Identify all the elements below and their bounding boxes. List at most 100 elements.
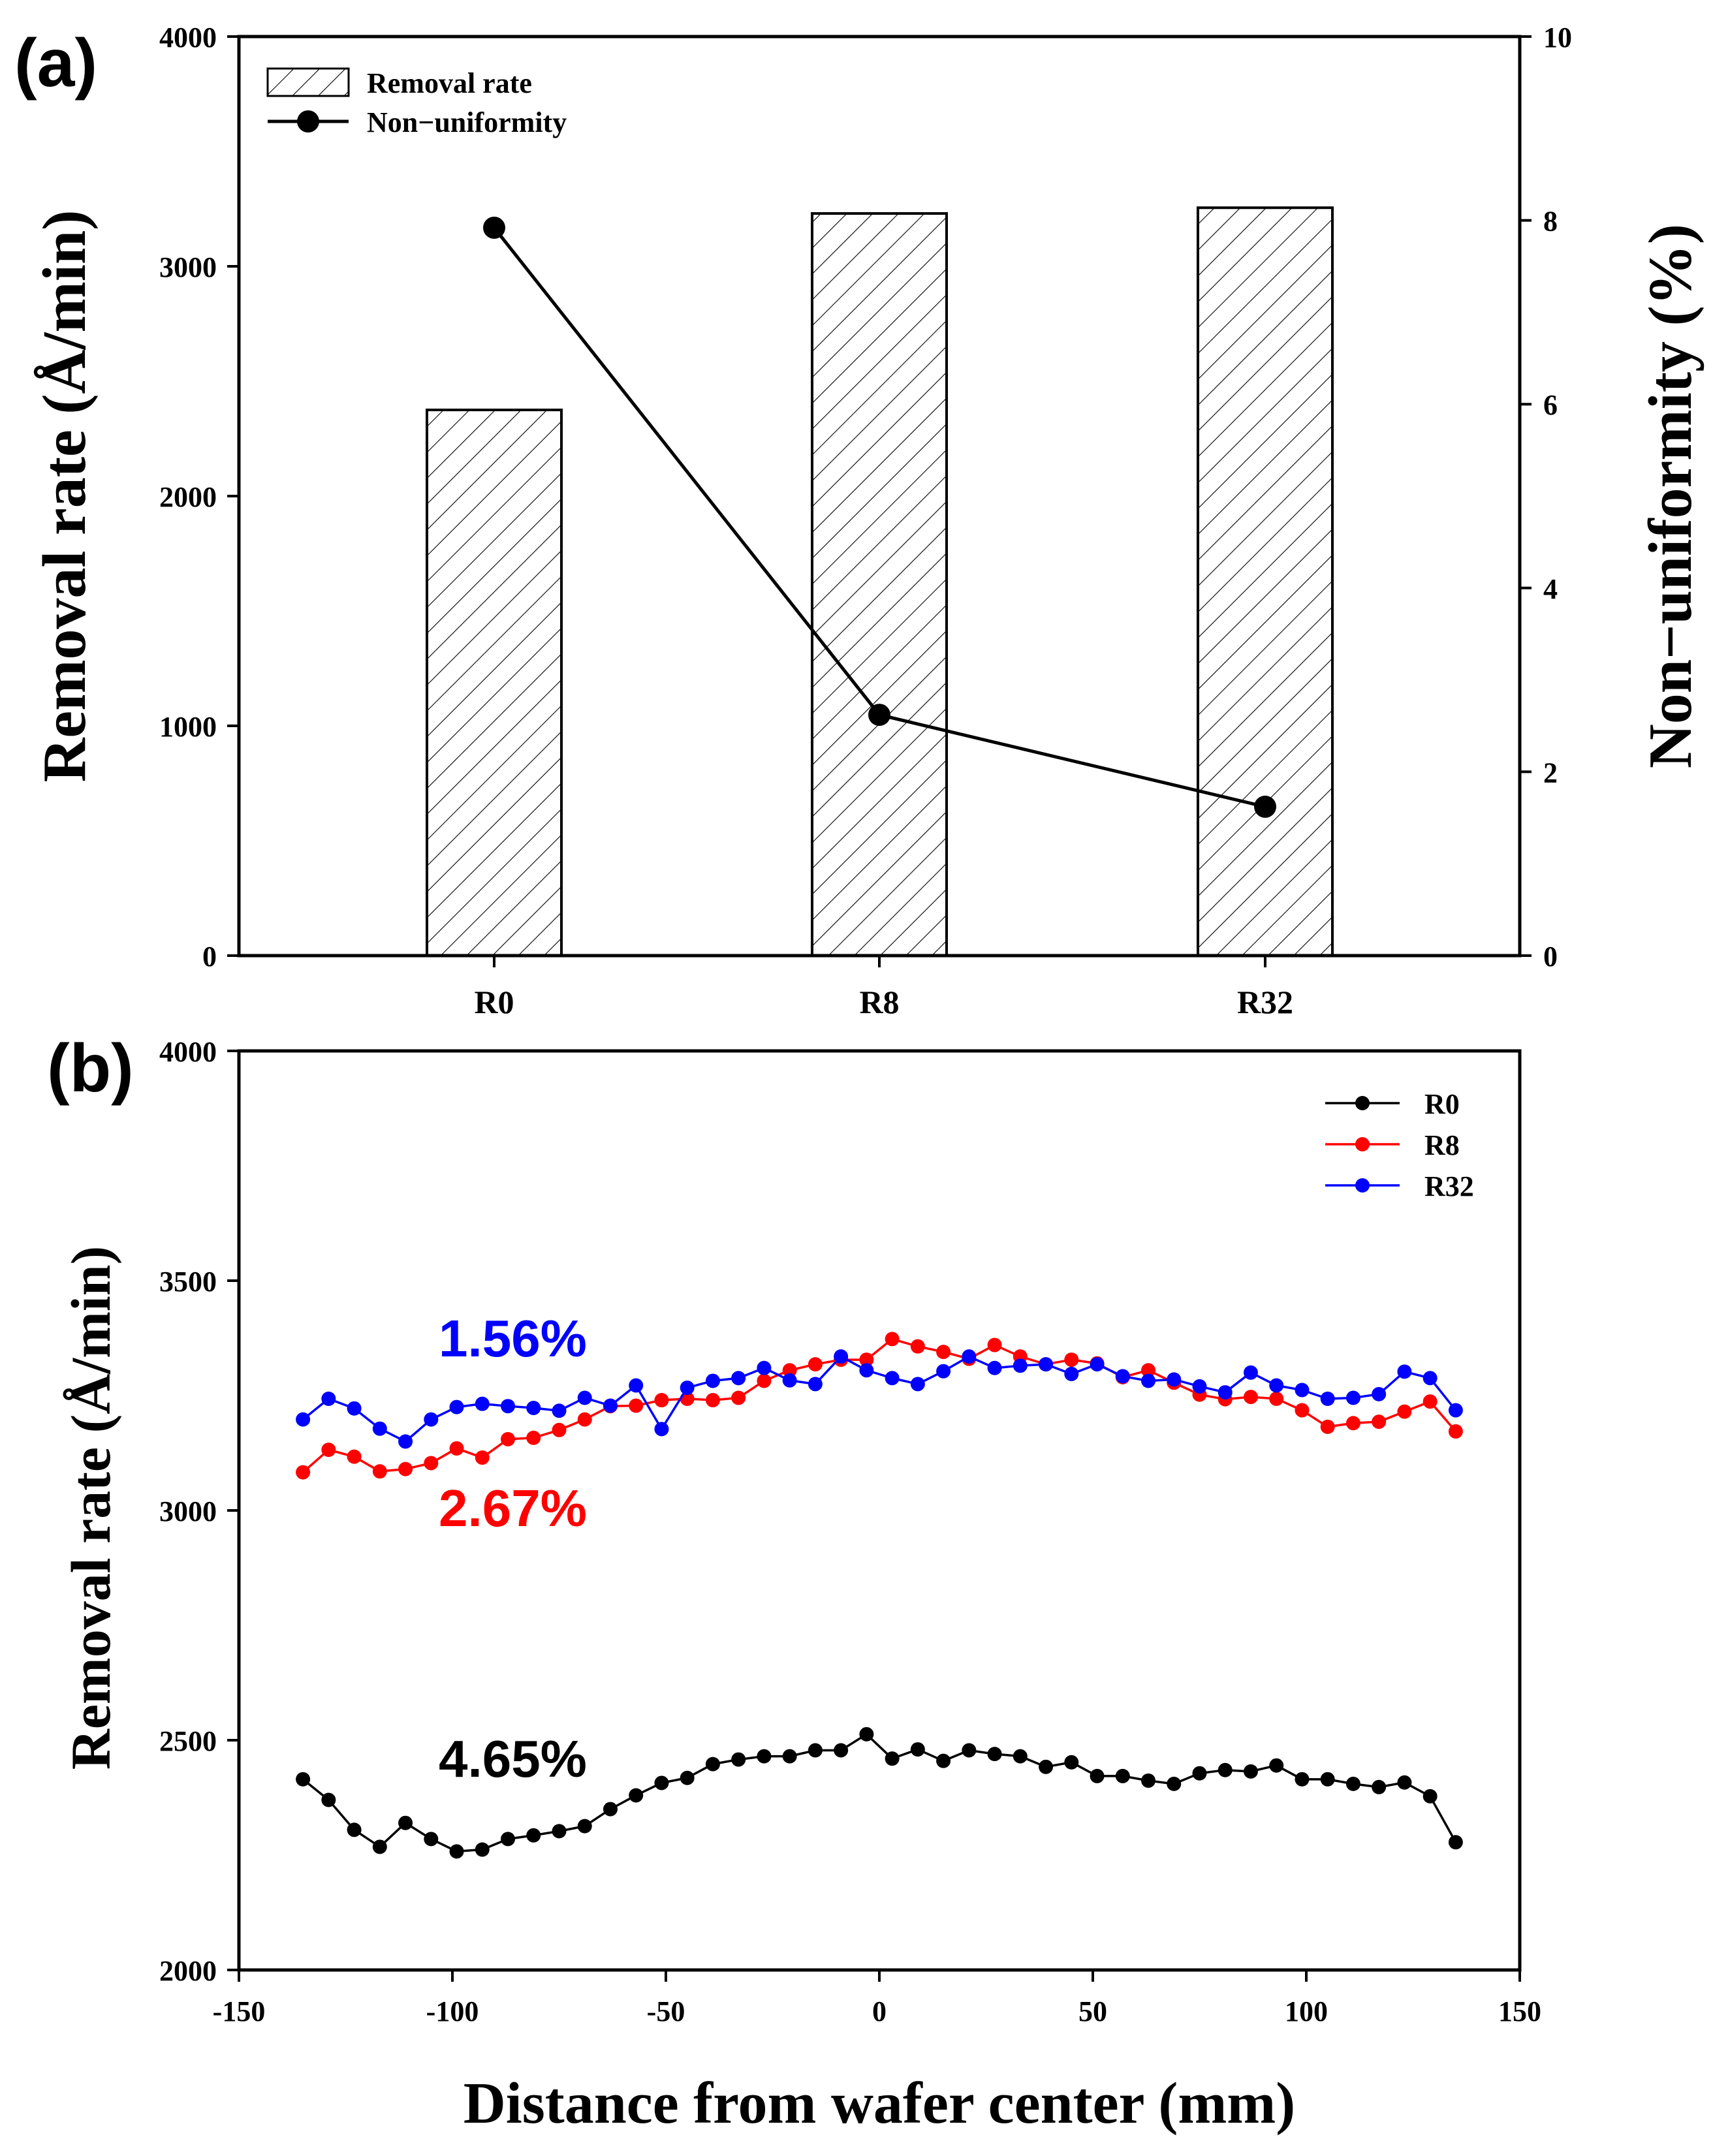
series-point-r32 [1422,1371,1438,1386]
nonuniformity-point-r8 [868,704,890,726]
series-point-r32 [526,1401,541,1416]
series-point-r8 [1448,1424,1463,1439]
b-xtick-label: -100 [426,1995,479,2027]
series-point-r32 [1397,1364,1412,1379]
series-point-r8 [910,1339,925,1354]
b-xtick-label: -50 [647,1995,685,2027]
series-point-r8 [1269,1391,1284,1406]
series-point-r0 [782,1749,797,1764]
series-point-r0 [1320,1772,1335,1787]
a-y2tick-label: 10 [1543,22,1572,54]
panel-b-x-axis-ticks: -150 -100 -50 0 50 100 150 [213,1970,1541,2027]
series-point-r0 [1243,1764,1258,1779]
series-point-r0 [1295,1772,1310,1787]
panel-b: (b) 2000 2500 3000 3500 4000 -150 -100 -50 0 50 1… [47,1031,1541,2136]
panel-b-y-axis-ticks: 2000 2500 3000 3500 4000 [159,1036,239,1987]
series-point-r8 [398,1461,413,1476]
series-point-r32 [372,1421,387,1436]
series-point-r32 [859,1363,874,1378]
panel-a-ylabel: Removal rate (Å/min) [31,210,99,782]
series-point-r32 [552,1403,567,1418]
series-point-r32 [1448,1403,1463,1418]
series-point-r0 [1269,1758,1284,1773]
series-point-r0 [1372,1779,1387,1794]
series-point-r32 [910,1377,925,1392]
a-y2tick-label: 8 [1543,206,1558,238]
a-ytick-label: 4000 [159,22,217,54]
series-point-r0 [731,1752,746,1767]
series-point-r0 [296,1772,311,1787]
series-point-r32 [501,1399,516,1414]
nonuniformity-point-r0 [483,216,505,239]
b-xtick-label: -150 [213,1995,266,2027]
series-point-r32 [1013,1358,1028,1373]
series-point-r0 [1090,1768,1105,1783]
series-point-r0 [449,1844,464,1859]
series-point-r8 [1064,1352,1079,1367]
series-point-r8 [526,1430,541,1445]
series-point-r32 [1192,1379,1207,1394]
series-point-r8 [859,1352,874,1367]
series-point-r8 [731,1390,746,1405]
series-point-r8 [782,1363,797,1378]
series-point-r0 [885,1751,900,1766]
a-y2tick-label: 4 [1543,573,1558,605]
panel-a-category-labels: R0 R8 R32 [474,956,1293,1020]
legend-removal-rate-swatch [266,67,350,97]
series-point-r8 [705,1393,720,1408]
series-point-r0 [501,1832,516,1847]
legend-label-r32: R32 [1424,1170,1474,1202]
series-point-r8 [1243,1390,1258,1405]
series-point-r0 [962,1743,977,1758]
series-point-r0 [1397,1775,1412,1790]
b-xtick-label: 50 [1078,1995,1107,2027]
series-point-r32 [1039,1357,1054,1372]
series-point-r0 [1448,1835,1463,1850]
series-point-r32 [296,1412,311,1427]
series-point-r8 [654,1393,669,1408]
a-y2tick-label: 2 [1543,757,1558,789]
series-point-r32 [757,1360,772,1375]
panel-a-y2label: Non−uniformity (%) [1637,224,1705,768]
series-point-r8 [1345,1416,1360,1431]
series-point-r32 [577,1390,592,1405]
series-point-r8 [1320,1419,1335,1434]
panel-b-xlabel: Distance from wafer center (mm) [464,2071,1296,2136]
series-point-r0 [1039,1759,1054,1774]
series-point-r32 [424,1412,439,1427]
series-point-r8 [1397,1404,1412,1419]
b-xtick-label: 0 [872,1995,887,2027]
bar-r32 [1197,206,1334,957]
bar-r8 [811,212,948,957]
legend-label-r8: R8 [1424,1129,1460,1161]
series-point-r8 [347,1449,362,1464]
b-xtick-label: 100 [1285,1995,1328,2027]
series-point-r32 [1269,1378,1284,1393]
series-point-r32 [1218,1385,1233,1400]
panel-a-bars [426,206,1334,957]
series-point-r32 [347,1401,362,1416]
series-point-r8 [577,1412,592,1427]
series-point-r32 [834,1349,849,1364]
series-point-r0 [936,1753,951,1768]
series-point-r8 [372,1464,387,1479]
panel-a-legend: Removal rate Non−uniformity [266,67,567,138]
series-point-r0 [1345,1776,1360,1791]
panel-a-label: (a) [14,25,97,101]
series-point-r32 [1345,1390,1360,1405]
series-point-r32 [398,1434,413,1449]
panel-a: (a) 0 1000 2000 3000 4000 0 2 4 6 8 10 R0 R8 R32 Re… [14,22,1705,1020]
series-point-r32 [680,1381,695,1396]
series-point-r0 [808,1743,823,1758]
b-ytick-label: 3000 [159,1495,217,1527]
series-point-r8 [449,1441,464,1456]
annotation-r0: 4.65% [439,1730,587,1788]
series-point-r32 [1243,1365,1258,1380]
series-point-r8 [885,1332,900,1347]
series-point-r0 [372,1839,387,1854]
legend-label-r0: R0 [1424,1088,1460,1120]
series-point-r0 [629,1788,644,1803]
category-label-r8: R8 [859,984,899,1020]
series-point-r0 [1192,1766,1207,1781]
category-label-r32: R32 [1237,984,1293,1020]
